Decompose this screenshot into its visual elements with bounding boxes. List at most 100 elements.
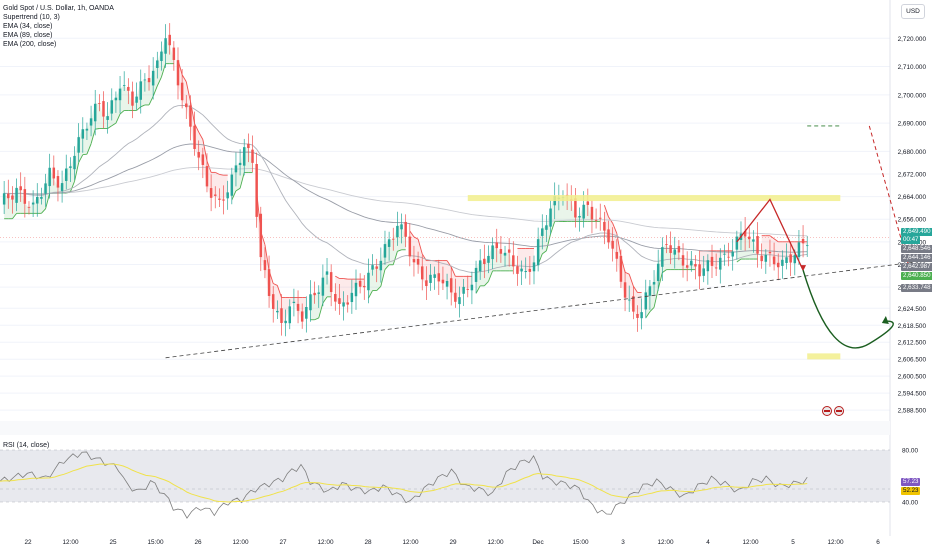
supertrend-fill (716, 250, 721, 269)
candle-body (238, 162, 242, 166)
candle-body (690, 260, 693, 266)
candle-body (470, 284, 474, 291)
candle-body (122, 85, 126, 86)
currency-button[interactable]: USD (901, 4, 925, 19)
supertrend-fill (339, 278, 344, 304)
candle-body (586, 201, 590, 205)
candle-body (458, 297, 461, 305)
candle-body (73, 155, 76, 170)
candle-body (205, 166, 209, 187)
legend-supertrend[interactable]: Supertrend (10, 3) (3, 14, 60, 21)
supertrend-line (12, 213, 17, 220)
supertrend-fill (749, 239, 754, 260)
candle-body (313, 292, 316, 296)
rsi-legend[interactable]: RSI (14, close) (3, 442, 50, 449)
legend-ema200[interactable]: EMA (200, close) (3, 41, 57, 48)
supertrend-fill (463, 276, 468, 290)
candle-body (259, 213, 263, 258)
supertrend-fill (430, 260, 435, 275)
candle-body (60, 183, 64, 191)
candle-body (801, 238, 805, 244)
candle-body (673, 249, 676, 255)
legend-ema34[interactable]: EMA (34, close) (3, 23, 53, 30)
candle-body (528, 268, 532, 272)
supertrend-line (119, 110, 125, 115)
candle-body (685, 265, 689, 268)
supertrend-fill (521, 248, 526, 272)
candle-body (11, 195, 14, 200)
candle-body (89, 118, 93, 126)
candle-body (31, 202, 35, 205)
candle-body (731, 251, 734, 257)
supertrend-line (624, 271, 630, 275)
us-flag-icon[interactable] (822, 406, 832, 416)
supertrend-line (239, 172, 245, 189)
candle-body (590, 206, 594, 220)
candle-body (495, 242, 498, 249)
supertrend-fill (401, 224, 406, 250)
candle-body (760, 255, 763, 262)
candle-body (748, 236, 751, 240)
candle-body (214, 194, 217, 196)
x-tick-label: 15:00 (148, 539, 164, 546)
supertrend-line (550, 221, 556, 235)
x-tick-label: Dec (532, 539, 544, 546)
supertrend-line (475, 285, 481, 294)
x-tick-label: 12:00 (743, 539, 759, 546)
candle-body (367, 272, 370, 291)
x-tick-label: 12:00 (63, 539, 79, 546)
supertrend-line (45, 193, 51, 209)
supertrend-fill (124, 85, 129, 111)
candle-body (404, 221, 407, 237)
candle-body (615, 251, 619, 259)
supertrend-fill (53, 178, 58, 194)
supertrend-line (140, 104, 146, 108)
candle-body (288, 306, 292, 324)
supertrend-line (413, 236, 419, 240)
supertrend-fill (496, 248, 501, 271)
symbol-title[interactable]: Gold Spot / U.S. Dollar, 1h, OANDA (3, 5, 114, 12)
candle-body (218, 198, 221, 200)
candle-body (325, 271, 329, 275)
supertrend-line (335, 275, 340, 279)
supertrend-line (111, 122, 117, 127)
candle-body (139, 81, 142, 100)
candle-body (284, 320, 287, 324)
candle-body (309, 294, 312, 311)
supertrend-fill (20, 190, 25, 214)
candle-body (710, 256, 714, 266)
candle-body (338, 298, 341, 304)
candle-body (785, 257, 788, 264)
supertrend-line (653, 289, 659, 308)
supertrend-fill (215, 172, 220, 200)
green-arrowhead (881, 316, 889, 325)
candle-body (15, 187, 18, 203)
us-flag-icon[interactable] (834, 406, 844, 416)
candle-body (371, 265, 374, 270)
countdown-tag: 00:47 (901, 236, 921, 244)
main-legend: Gold Spot / U.S. Dollar, 1h, OANDA Super… (3, 4, 114, 49)
candle-body (48, 167, 51, 187)
x-tick-label: 27 (279, 539, 287, 546)
x-tick-label: 26 (194, 539, 202, 546)
supertrend-line (483, 281, 489, 287)
candle-body (300, 311, 304, 322)
red-arrowhead (800, 265, 807, 272)
legend-ema89[interactable]: EMA (89, close) (3, 32, 53, 39)
candle-body (661, 247, 664, 267)
ema34-tag: 2,648.546 (901, 245, 932, 253)
supertrend-line (156, 76, 162, 87)
candle-body (396, 225, 399, 238)
x-tick-label: 4 (706, 539, 710, 546)
ema89-tag: 2,644.146 (901, 254, 932, 262)
candle-body (383, 244, 387, 258)
supertrend-line (380, 269, 386, 287)
supertrend-fill (343, 278, 348, 305)
candle-body (52, 167, 56, 179)
supertrend-fill (525, 248, 530, 272)
candle-body (574, 198, 577, 218)
supertrend-fill (219, 174, 224, 201)
y-tick-label: 2,588.500 (898, 408, 927, 415)
supertrend-line (397, 249, 402, 252)
